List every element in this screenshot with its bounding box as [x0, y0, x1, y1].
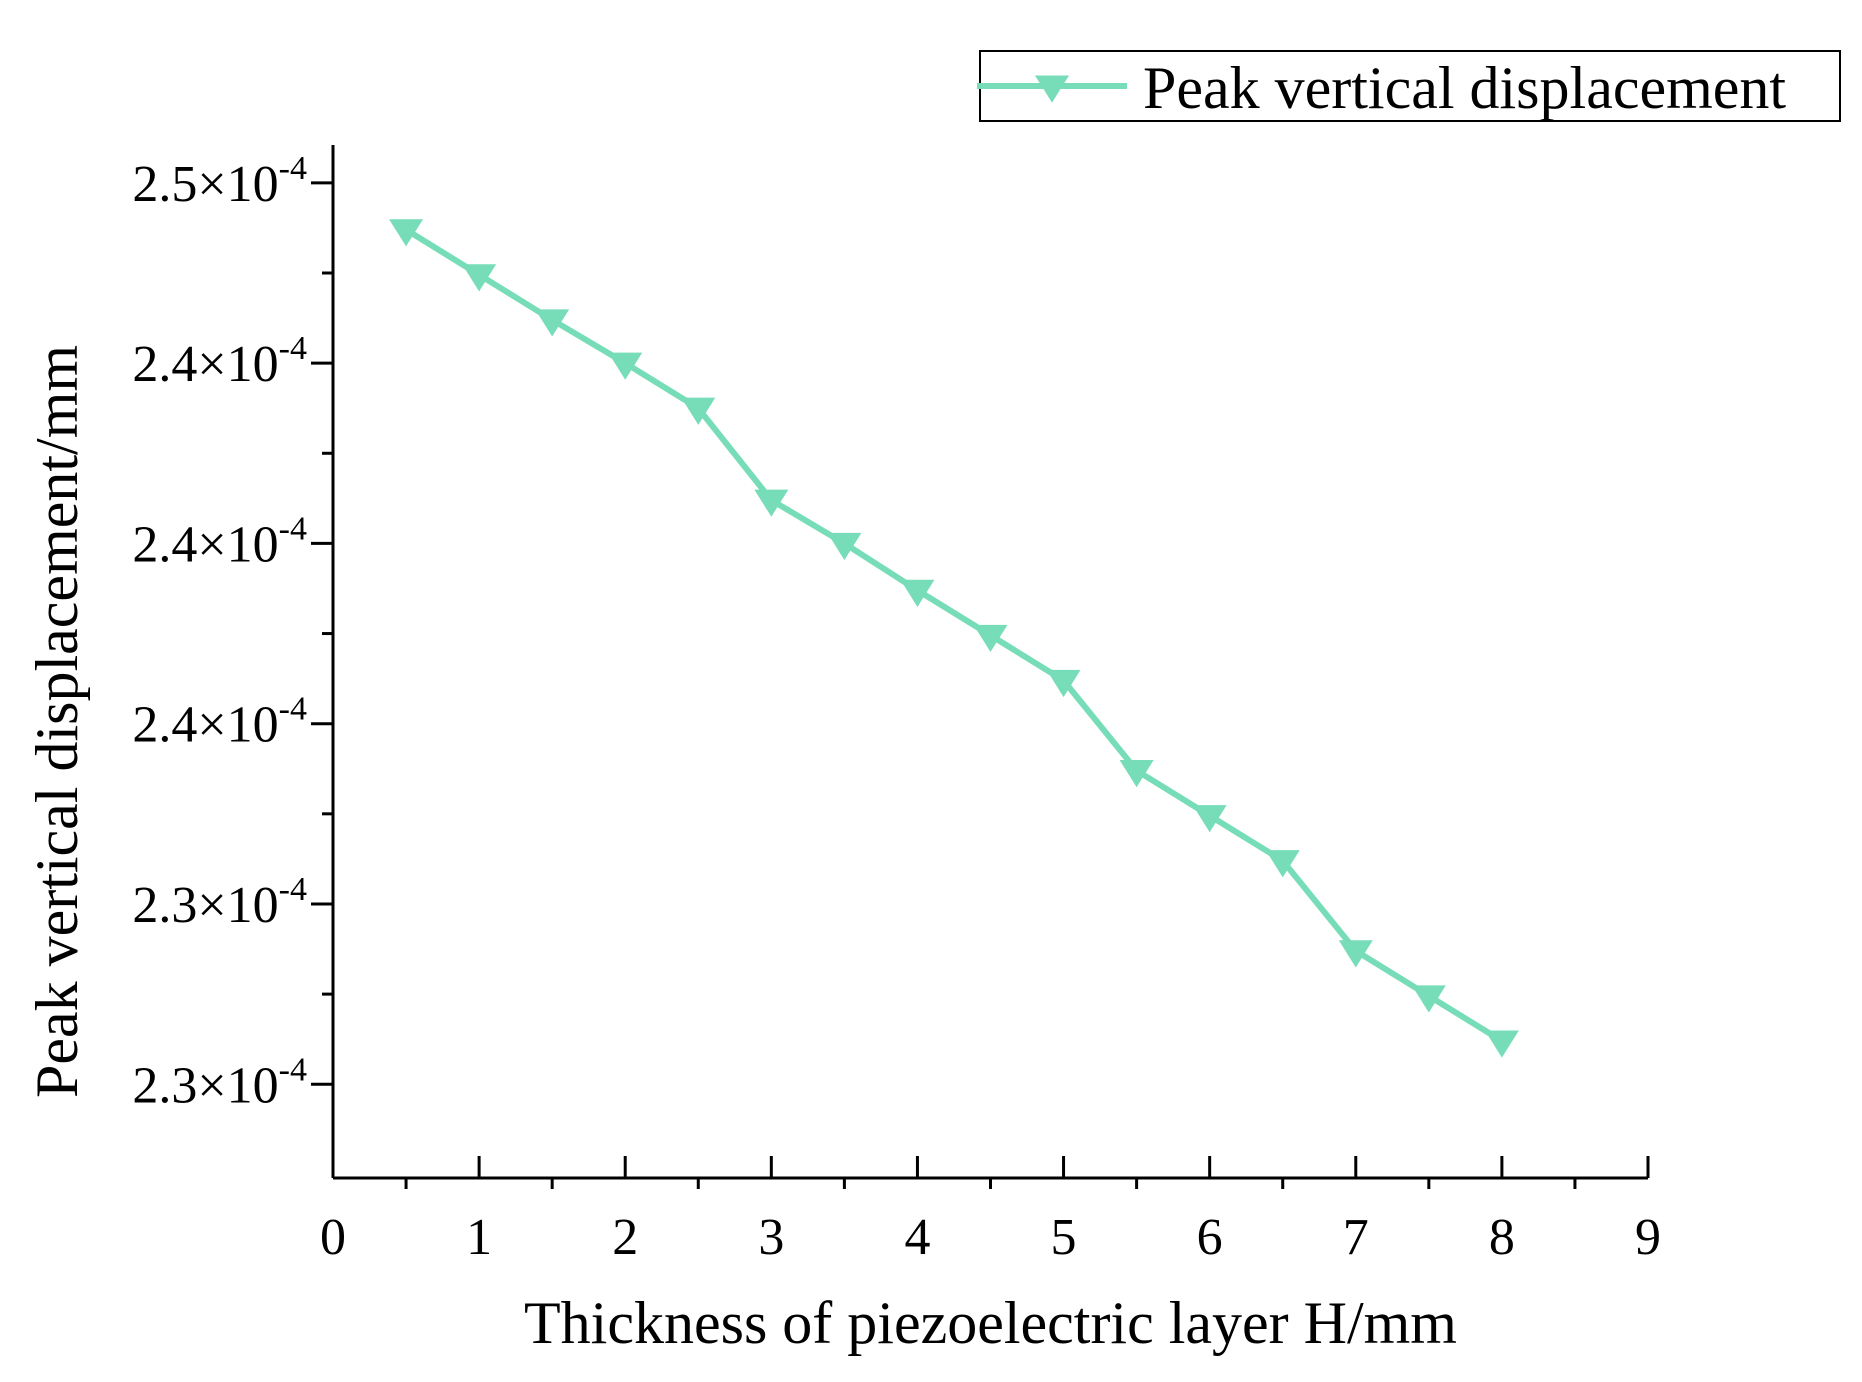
legend: Peak vertical displacement: [977, 50, 1841, 122]
y-tick-label: 2.4×10-4: [132, 510, 307, 573]
y-tick-label: 2.4×10-4: [132, 691, 307, 754]
data-point-marker: [900, 579, 935, 607]
x-axis-ticks: 0 1 2 3 4 5 6 7 8 9: [320, 1156, 1661, 1266]
x-tick-label: 2: [612, 1209, 638, 1266]
data-point-marker: [827, 532, 862, 561]
legend-marker-triangle-down: [1035, 75, 1069, 103]
x-tick-label: 7: [1343, 1209, 1369, 1266]
series-group: [389, 219, 1519, 1058]
x-tick-label: 4: [904, 1209, 930, 1266]
data-point-marker: [1484, 1030, 1519, 1058]
data-point-marker: [608, 352, 643, 380]
data-point-marker: [1119, 760, 1154, 788]
data-point-marker: [462, 264, 497, 292]
x-tick-label: 5: [1051, 1209, 1077, 1266]
data-point-marker: [389, 219, 424, 247]
y-tick-label: 2.3×10-4: [132, 871, 307, 934]
series-line: [404, 227, 1504, 1044]
y-tick-label: 2.5×10-4: [132, 150, 307, 213]
x-tick-label: 8: [1489, 1209, 1515, 1266]
y-tick-label: 2.3×10-4: [132, 1051, 307, 1114]
legend-label: Peak vertical displacement: [1143, 55, 1786, 121]
x-tick-label: 1: [466, 1209, 492, 1266]
x-tick-label: 0: [320, 1209, 346, 1266]
data-point-marker: [681, 397, 716, 425]
data-point-marker: [754, 489, 789, 517]
x-axis-title: Thickness of piezoelectric layer H/mm: [524, 1290, 1457, 1356]
x-tick-label: 9: [1635, 1209, 1661, 1266]
x-tick-label: 6: [1197, 1209, 1223, 1266]
axes: [331, 145, 1648, 1180]
data-point-marker: [1046, 669, 1081, 698]
data-point-marker: [1338, 940, 1373, 968]
y-tick-label: 2.4×10-4: [132, 330, 307, 393]
data-point-marker: [1411, 985, 1446, 1013]
x-tick-label: 3: [758, 1209, 784, 1266]
data-point-marker: [535, 309, 570, 337]
y-axis-ticks: 2.5×10-4 2.4×10-4 2.4×10-4 2.4×10-4 2.3×10-4…: [132, 150, 333, 1114]
data-point-marker: [1192, 805, 1227, 833]
y-axis-title: Peak vertical displacement/mm: [24, 345, 90, 1098]
data-point-marker: [1265, 850, 1300, 878]
data-point-marker: [973, 624, 1008, 653]
